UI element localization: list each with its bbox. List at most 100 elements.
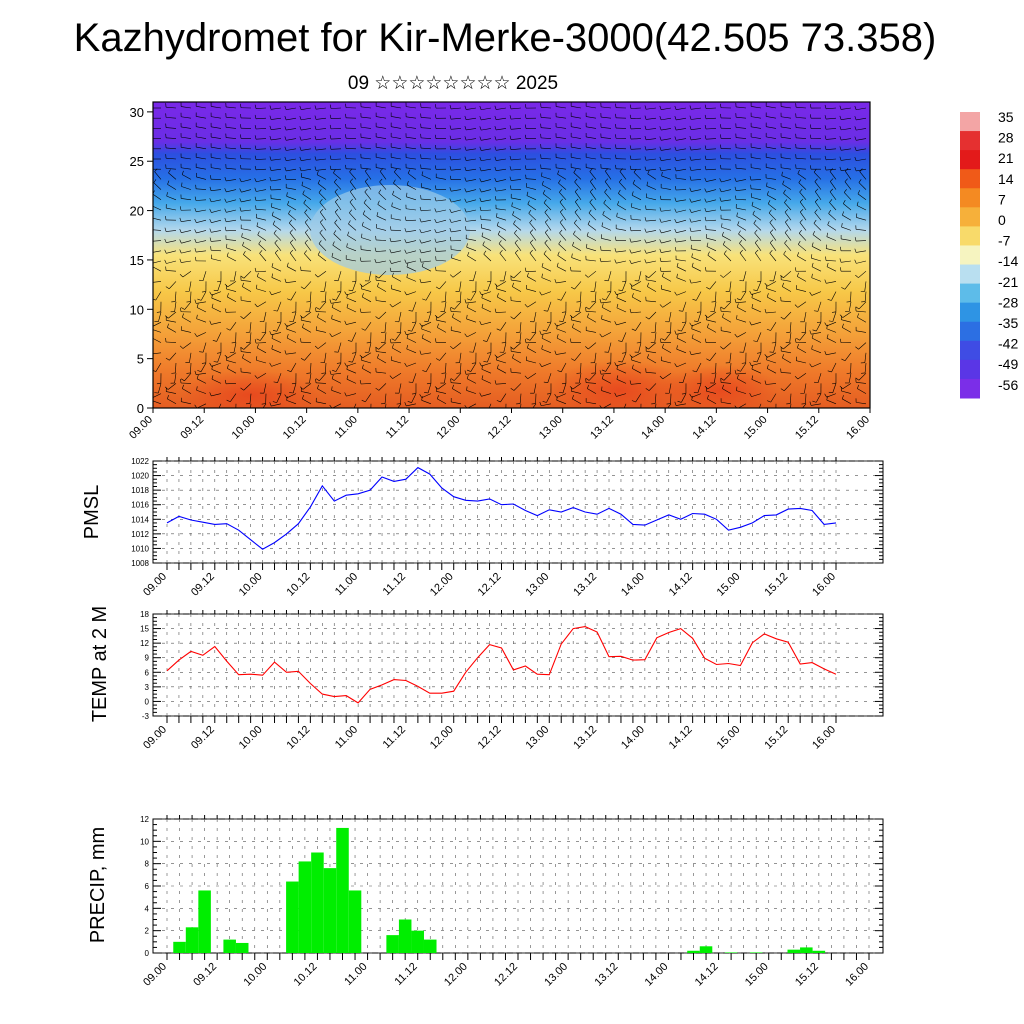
wind-barb (391, 218, 402, 221)
wind-barb-flag (396, 331, 401, 334)
wind-barb (589, 181, 597, 190)
wind-barb (467, 378, 477, 384)
wind-barb (842, 214, 852, 221)
wind-barb-flag (557, 170, 560, 175)
wind-barb-flag (273, 381, 278, 383)
wind-barb-flag (766, 284, 768, 289)
wind-barb (153, 182, 162, 190)
wind-barb (841, 238, 852, 241)
wind-barb (243, 270, 252, 279)
wind-barb (361, 116, 372, 119)
wind-barb (527, 301, 537, 308)
wind-barb (513, 383, 522, 391)
wind-barb (249, 332, 252, 343)
wind-barb (481, 168, 492, 172)
wind-barb-flag (404, 402, 407, 407)
wind-barb-flag (798, 229, 802, 234)
wind-barb-flag (585, 378, 590, 381)
wind-barb-flag (351, 280, 357, 283)
wind-barb-flag (629, 259, 632, 264)
wind-barb-flag (570, 266, 572, 271)
wind-barb (631, 250, 642, 254)
wind-barb-flag (810, 104, 812, 109)
wind-barb-flag (389, 259, 392, 264)
time-tick-label: 10.00 (230, 414, 258, 442)
wind-barb (378, 342, 387, 350)
wind-barb (421, 321, 432, 327)
wind-barb (331, 301, 342, 304)
wind-barb (751, 126, 762, 129)
wind-barb (378, 192, 387, 201)
wind-barb-flag (704, 155, 707, 160)
wind-barb (451, 330, 462, 333)
wind-barb-flag (164, 238, 167, 243)
wind-barb (174, 291, 177, 302)
wind-barb-flag (539, 363, 542, 367)
wind-barb-flag (797, 344, 799, 348)
wind-barb (511, 206, 522, 211)
wind-barb (527, 204, 537, 211)
wind-barb-flag (224, 188, 227, 193)
wind-barb (842, 327, 852, 333)
wind-barb (770, 393, 777, 403)
wind-barb-flag (434, 238, 437, 243)
wind-barb (271, 348, 282, 354)
wind-barb (226, 167, 237, 170)
wind-barb-flag (299, 115, 302, 120)
wind-barb-flag (782, 282, 784, 287)
wind-barb-flag (199, 279, 204, 282)
wind-barb (594, 362, 597, 373)
wind-barb (789, 322, 792, 333)
wind-barb-flag (240, 275, 245, 279)
wind-barb (601, 126, 612, 129)
wind-barb-flag (689, 322, 693, 327)
wind-barb-flag (483, 250, 487, 255)
wind-barb (769, 222, 777, 231)
wind-barb-flag (810, 155, 812, 160)
wind-barb-flag (464, 198, 467, 203)
wind-barb (392, 301, 402, 308)
wind-barb-flag (524, 144, 527, 149)
wind-barb-flag (543, 310, 548, 312)
wind-barb (498, 243, 507, 252)
wind-barb (452, 342, 462, 350)
wind-barb (217, 281, 222, 291)
wind-barb (445, 291, 447, 302)
wind-barb (271, 198, 282, 201)
wind-barb (290, 291, 297, 301)
wind-barb-flag (827, 370, 832, 373)
wind-barb-flag (464, 208, 467, 213)
wind-barb (736, 157, 747, 160)
wind-barb (781, 175, 792, 180)
wind-barb (691, 209, 702, 213)
wind-barb (844, 181, 852, 190)
wind-barb (496, 128, 507, 131)
wind-barb-flag (782, 180, 785, 185)
wind-barb (167, 327, 177, 333)
wind-barb-flag (254, 303, 258, 308)
wind-barb (361, 106, 372, 109)
wind-barb-flag (426, 382, 431, 385)
wind-barb-flag (757, 280, 762, 283)
wind-barb (661, 175, 672, 180)
wind-barb-flag (254, 339, 257, 344)
wind-barb (541, 127, 552, 129)
wind-barb (392, 372, 402, 379)
wind-barb (286, 281, 297, 283)
wind-barb (271, 168, 282, 171)
wind-barb-flag (406, 345, 408, 350)
wind-barb-flag (273, 310, 278, 312)
wind-barb-flag (689, 135, 692, 140)
wind-barb (736, 106, 747, 109)
wind-barb-flag (242, 241, 245, 246)
wind-barb-flag (351, 352, 357, 354)
wind-barb-flag (269, 185, 272, 191)
wind-barb-flag (242, 354, 245, 359)
wind-barb-flag (291, 382, 296, 385)
wind-barb-flag (529, 229, 534, 233)
wind-barb (362, 213, 372, 221)
wind-barb-flag (676, 345, 678, 350)
wind-barb (334, 181, 342, 190)
wind-barb (310, 291, 312, 302)
wind-barb-flag (631, 284, 633, 289)
